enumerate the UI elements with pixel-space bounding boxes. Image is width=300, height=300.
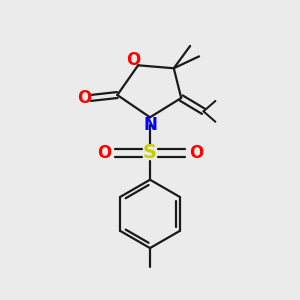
Text: S: S: [143, 143, 157, 163]
Text: O: O: [189, 144, 203, 162]
Text: O: O: [77, 89, 91, 107]
Text: O: O: [97, 144, 111, 162]
Text: O: O: [126, 51, 140, 69]
Text: N: N: [143, 116, 157, 134]
